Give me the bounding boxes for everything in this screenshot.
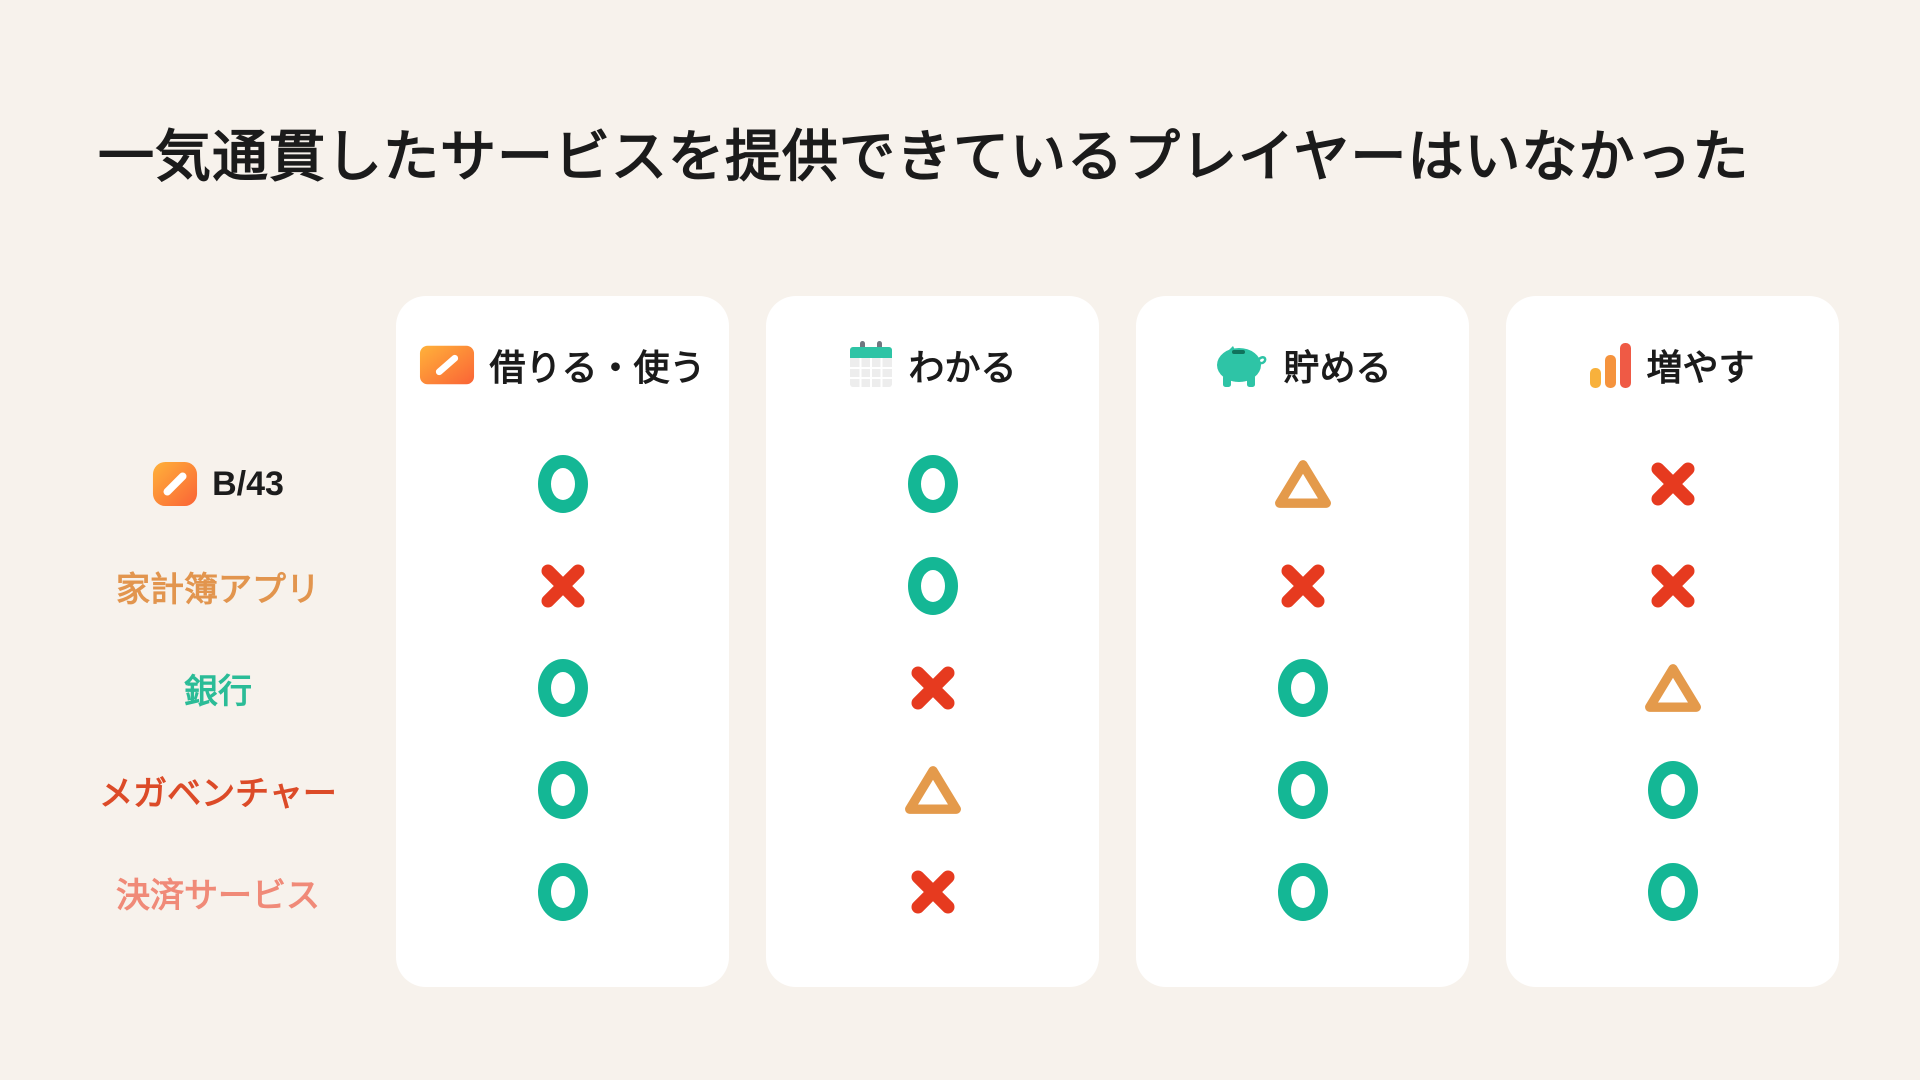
piggy-bank-icon (1217, 345, 1267, 387)
column-header-label: 借りる・使う (489, 346, 706, 388)
mark-cell (1136, 535, 1469, 637)
column-header: 借りる・使う (396, 296, 729, 433)
circle-mark (1277, 761, 1328, 819)
row-label-text: B/43 (212, 464, 284, 503)
cross-mark (1651, 564, 1694, 608)
b43-app-icon (153, 461, 198, 507)
row-labels-column: B/43 家計簿アプリ 銀行 メガベンチャー 決済サービス (48, 296, 388, 943)
circle-mark (537, 761, 588, 819)
column-card-grow: 増やす (1506, 296, 1839, 987)
column-cards: 借りる・使う (396, 296, 1839, 987)
b43-card-icon (420, 345, 475, 384)
mark-cell (1506, 739, 1839, 841)
column-header-label: わかる (908, 346, 1017, 388)
mark-cell (1136, 433, 1469, 535)
circle-mark (1277, 659, 1328, 717)
label-column-spacer (48, 296, 388, 433)
row-label-megaventure: メガベンチャー (48, 739, 388, 841)
mark-cell (1506, 637, 1839, 739)
mark-cell (766, 841, 1099, 943)
calendar-icon (850, 340, 893, 387)
row-label-kakeibo: 家計簿アプリ (48, 535, 388, 637)
circle-mark (537, 863, 588, 921)
comparison-table: B/43 家計簿アプリ 銀行 メガベンチャー 決済サービス (48, 296, 1839, 987)
row-label-text: 決済サービス (116, 876, 320, 915)
mark-cell (396, 739, 729, 841)
mark-cell (1506, 841, 1839, 943)
column-header: 増やす (1506, 296, 1839, 433)
circle-mark (537, 455, 588, 513)
mark-cell (396, 433, 729, 535)
mark-cell (766, 433, 1099, 535)
circle-mark (907, 557, 958, 615)
mark-cell (766, 739, 1099, 841)
cross-mark (1281, 564, 1324, 608)
column-card-save: 貯める (1136, 296, 1469, 987)
triangle-mark (1274, 460, 1331, 508)
mark-cell (396, 637, 729, 739)
bar-chart-icon (1590, 342, 1632, 388)
column-header-label: 貯める (1283, 346, 1392, 388)
cross-mark (911, 666, 954, 710)
circle-mark (1277, 863, 1328, 921)
cross-mark (911, 870, 954, 914)
column-card-borrow-use: 借りる・使う (396, 296, 729, 987)
row-label-text: 家計簿アプリ (116, 570, 320, 609)
mark-cell (396, 535, 729, 637)
row-label-b43: B/43 (48, 433, 388, 535)
row-label-bank: 銀行 (48, 637, 388, 739)
circle-mark (1647, 761, 1698, 819)
row-label-text: メガベンチャー (99, 774, 337, 813)
row-label-payment: 決済サービス (48, 841, 388, 943)
column-header-label: 増やす (1646, 346, 1755, 388)
mark-cell (1136, 637, 1469, 739)
circle-mark (537, 659, 588, 717)
mark-cell (1506, 433, 1839, 535)
circle-mark (907, 455, 958, 513)
cross-mark (1651, 462, 1694, 506)
column-header: 貯める (1136, 296, 1469, 433)
mark-cell (1136, 841, 1469, 943)
mark-cell (1506, 535, 1839, 637)
cross-mark (541, 564, 584, 608)
mark-cell (766, 637, 1099, 739)
mark-cell (1136, 739, 1469, 841)
column-card-know: わかる (766, 296, 1099, 987)
column-header: わかる (766, 296, 1099, 433)
circle-mark (1647, 863, 1698, 921)
page-title: 一気通貫したサービスを提供できているプレイヤーはいなかった (98, 125, 1750, 188)
mark-cell (396, 841, 729, 943)
triangle-mark (1644, 664, 1701, 712)
row-label-text: 銀行 (184, 672, 252, 711)
triangle-mark (904, 766, 961, 814)
mark-cell (766, 535, 1099, 637)
